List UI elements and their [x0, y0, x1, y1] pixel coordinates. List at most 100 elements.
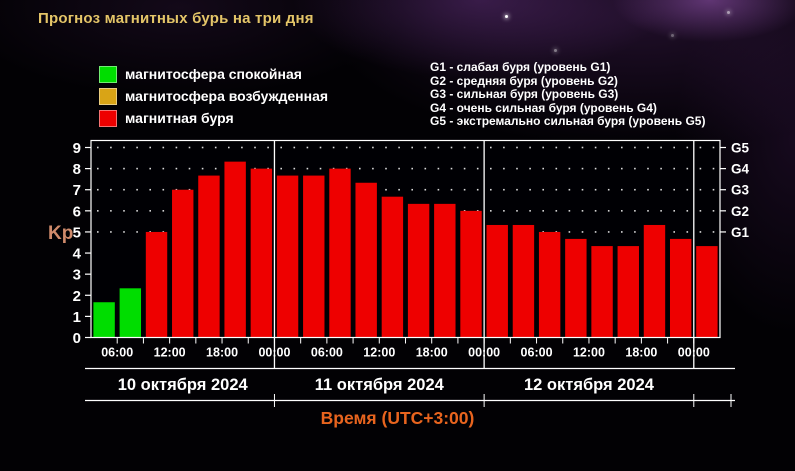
gridline-dot	[149, 146, 151, 149]
gridline-dot	[555, 146, 558, 149]
gridline-dot	[516, 167, 518, 170]
gridline-dot	[607, 231, 610, 233]
y-axis-label: 4	[73, 246, 82, 263]
kp-bar	[276, 175, 299, 338]
gridline-dot	[110, 188, 112, 191]
gridline-dot	[214, 167, 217, 170]
time-label: 06:00	[521, 346, 553, 360]
gridline-dot	[372, 167, 374, 170]
gridline-dot	[424, 167, 427, 170]
date-label: 11 октября 2024	[315, 376, 445, 394]
gridline-dot	[110, 146, 112, 149]
gridline-dot	[607, 146, 610, 149]
gridline-dot	[686, 210, 689, 212]
gridline-dot	[673, 167, 675, 170]
gridline-dot	[568, 146, 571, 149]
gridline-dot	[123, 167, 125, 170]
storm-levels-legend: G1 - слабая буря (уровень G1) G2 - средн…	[430, 60, 705, 129]
gridline-dot	[712, 188, 715, 191]
gridline-dot	[699, 210, 702, 212]
time-label: 12:00	[154, 346, 186, 360]
gridline-dot	[280, 167, 282, 170]
gridline-dot	[463, 188, 466, 191]
gridline-dot	[450, 146, 453, 149]
gridline-dot	[97, 231, 99, 233]
gridline-dot	[699, 167, 702, 170]
gridline-dot	[581, 210, 584, 212]
plot-background	[91, 140, 720, 338]
kp-bar	[617, 246, 639, 338]
gridline-dot	[149, 188, 151, 191]
time-label: 18:00	[625, 346, 657, 360]
time-label: 18:00	[416, 346, 448, 360]
legend-label: магнитная буря	[125, 110, 234, 126]
gridline-dot	[201, 167, 204, 170]
gridline-dot	[398, 188, 400, 191]
gridline-dot	[503, 146, 505, 149]
gridline-dot	[660, 188, 662, 191]
gridline-dot	[162, 188, 165, 191]
gridline-dot	[712, 210, 715, 212]
time-axis-title: Время (UTC+3:00)	[321, 408, 475, 428]
gridline-dot	[555, 188, 558, 191]
legend-swatch-excited	[99, 87, 117, 105]
kp-bar	[565, 238, 587, 338]
gridline-dot	[686, 167, 689, 170]
date-label: 10 октября 2024	[118, 376, 249, 394]
gridline-dot	[123, 146, 125, 149]
kp-bar	[198, 175, 220, 338]
gridline-dot	[594, 167, 597, 170]
gridline-dot	[529, 167, 531, 170]
gridline-dot	[555, 210, 558, 212]
gridline-dot	[398, 146, 400, 149]
gridline-dot	[568, 188, 571, 191]
gridline-dot	[110, 210, 112, 212]
gridline-dot	[136, 167, 138, 170]
gridline-dot	[437, 188, 440, 191]
gridline-dot	[621, 188, 623, 191]
gridline-dot	[385, 188, 387, 191]
star-speck	[505, 15, 508, 18]
gridline-dot	[437, 146, 440, 149]
kp-bar	[93, 302, 115, 338]
gridline-dot	[175, 167, 178, 170]
kp-axis-title: Kp	[48, 223, 73, 244]
kp-bar	[696, 246, 718, 338]
gridline-dot	[372, 146, 374, 149]
y-axis-label: 0	[73, 330, 81, 347]
gridline-dot	[503, 167, 505, 170]
storm-level-line: G2 - средняя буря (уровень G2)	[430, 73, 618, 88]
gridline-dot	[660, 210, 662, 212]
gridline-dot	[621, 146, 623, 149]
gridline-dot	[332, 146, 335, 149]
star-speck	[554, 49, 557, 52]
gridline-dot	[450, 188, 453, 191]
legend-swatch-storm	[99, 109, 117, 127]
gridline-dot	[634, 210, 636, 212]
time-label: 18:00	[206, 346, 238, 360]
gridline-dot	[490, 188, 492, 191]
legend-item-storm: магнитная буря	[99, 107, 328, 129]
gridline-dot	[149, 210, 151, 212]
gridline-dot	[228, 146, 230, 149]
kp-bar	[172, 189, 194, 338]
time-label: 06:00	[311, 346, 343, 360]
gridline-dot	[686, 188, 689, 191]
gridline-dot	[162, 167, 165, 170]
kp-state-legend: магнитосфера спокойная магнитосфера возб…	[99, 63, 328, 129]
legend-item-quiet: магнитосфера спокойная	[99, 63, 328, 85]
gridline-dot	[136, 231, 138, 233]
gridline-dot	[411, 146, 413, 149]
gridline-dot	[267, 146, 269, 149]
legend-item-excited: магнитосфера возбужденная	[99, 85, 328, 107]
gridline-dot	[398, 167, 400, 170]
gridline-dot	[136, 188, 138, 191]
gridline-dot	[319, 167, 322, 170]
gridline-dot	[254, 146, 256, 149]
gridline-dot	[712, 231, 715, 233]
gridline-dot	[385, 167, 387, 170]
gridline-dot	[621, 167, 623, 170]
gridline-dot	[607, 188, 610, 191]
gridline-dot	[175, 146, 178, 149]
kp-bar	[303, 175, 325, 338]
